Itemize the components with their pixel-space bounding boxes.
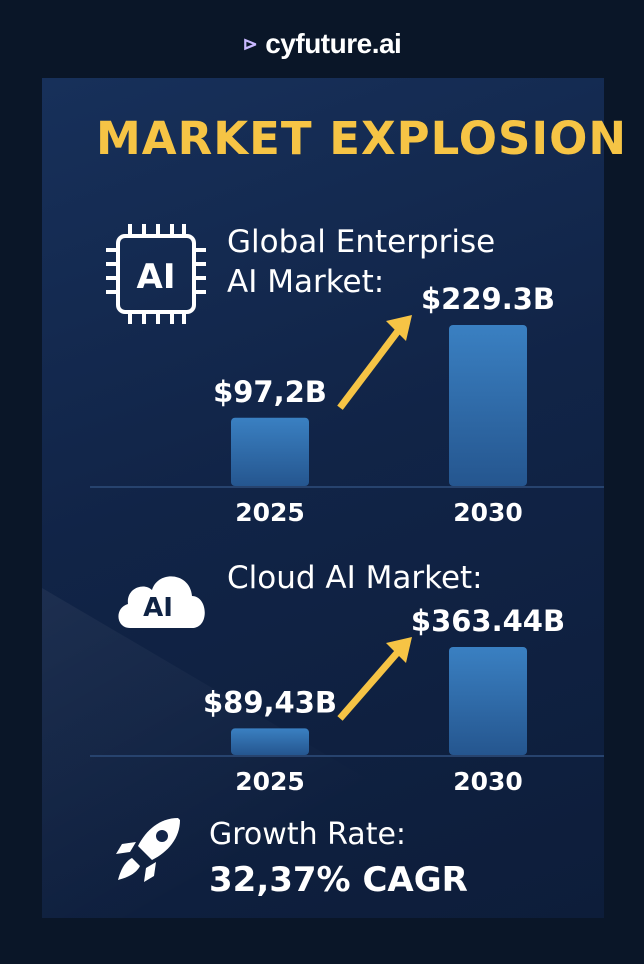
infographic-panel: [42, 78, 604, 918]
page-title: MARKET EXPLOSION: [96, 112, 628, 165]
arrow-head-icon: [386, 315, 412, 341]
tick-label-2030: 2030: [453, 498, 523, 527]
bar-2025: [231, 728, 309, 755]
data-label-2025: $89,43B: [203, 685, 337, 719]
ai-chip-icon: AI: [106, 224, 206, 324]
svg-text:AI: AI: [143, 593, 173, 623]
data-label-2030: $229.3B: [421, 282, 555, 316]
tick-label-2025: 2025: [235, 767, 305, 796]
data-label-2030: $363.44B: [411, 604, 565, 638]
heading-line-1: Cloud AI Market:: [227, 560, 483, 596]
rocket-icon: [116, 818, 180, 882]
tick-label-2030: 2030: [453, 767, 523, 796]
section-heading-cloud: Cloud AI Market:: [227, 558, 483, 598]
growth-label: Growth Rate:: [209, 817, 407, 852]
play-chevron-icon: ⊳: [242, 34, 258, 54]
brand-logo: ⊳ cyfuture.ai: [0, 28, 644, 60]
heading-line-2: AI Market:: [227, 264, 385, 300]
growth-arrow-icon: [337, 320, 407, 410]
tick-label-2025: 2025: [235, 498, 305, 527]
arrow-head-icon: [386, 637, 412, 663]
bar-2030: [449, 325, 527, 486]
bar-2030: [449, 647, 527, 755]
section-heading-enterprise: Global Enterprise AI Market:: [227, 222, 495, 302]
ai-cloud-icon: AI: [118, 576, 205, 628]
data-label-2025: $97,2B: [213, 375, 327, 409]
logo-text: cyfuture.ai: [265, 28, 402, 59]
bar-2025: [231, 417, 309, 486]
growth-value: 32,37% CAGR: [209, 860, 468, 900]
svg-text:AI: AI: [137, 257, 176, 297]
heading-line-1: Global Enterprise: [227, 224, 496, 260]
growth-arrow-icon: [337, 642, 407, 721]
